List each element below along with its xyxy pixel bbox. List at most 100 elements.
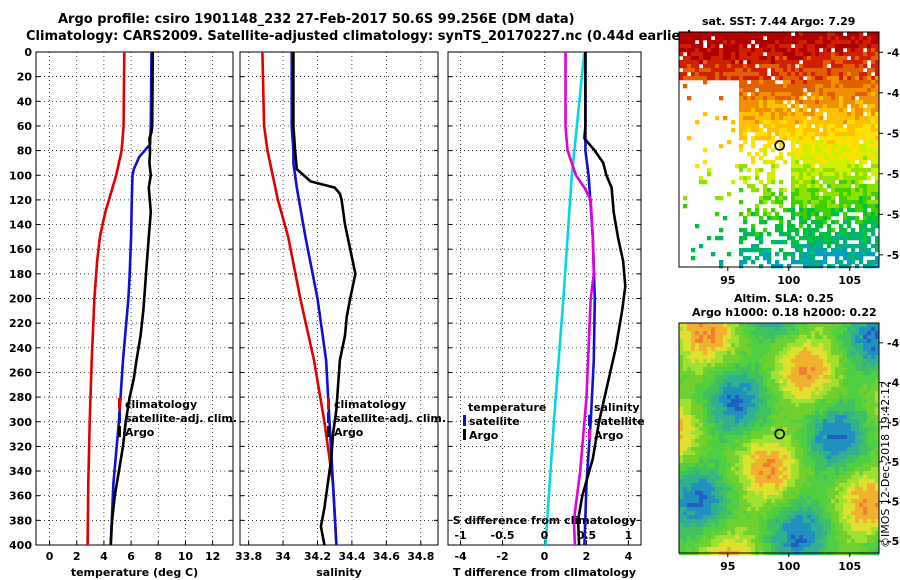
depth-tick-label: 120 (9, 194, 32, 207)
sla-map-cell (835, 479, 840, 484)
sst-map-cell (687, 68, 692, 73)
sla-map-cell (763, 439, 768, 444)
sst-map-cell (867, 32, 872, 37)
sla-map-cell (815, 479, 820, 484)
sla-map-cell (747, 479, 752, 484)
sla-map-cell (839, 435, 844, 440)
sst-map-cell (795, 60, 800, 65)
sla-map-cell (687, 431, 692, 436)
sst-map-cell (735, 32, 740, 37)
sla-map-cell (715, 495, 720, 500)
sla-map-cell (727, 467, 732, 472)
sla-map-cell (827, 403, 832, 408)
sla-map-cell (703, 427, 708, 432)
sla-map-cell (779, 387, 784, 392)
sst-map-cell (743, 232, 748, 237)
sst-map-cell (827, 36, 832, 41)
salinity-legend-swatch (327, 398, 330, 409)
sla-map-cell (803, 431, 808, 436)
sst-map-cell (851, 44, 856, 49)
sla-map-cell (767, 331, 772, 336)
sla-map-cell (815, 367, 820, 372)
sla-map-cell (711, 459, 716, 464)
sst-lon-tick-label: 100 (777, 274, 800, 287)
sst-map-cell (859, 224, 864, 229)
sst-map-cell (751, 184, 756, 189)
sla-map-cell (843, 543, 848, 548)
sla-map-cell (711, 467, 716, 472)
sla-map-cell (699, 431, 704, 436)
sst-map-cell (803, 204, 808, 209)
sst-map-cell (715, 44, 720, 49)
sst-map-cell (823, 136, 828, 141)
sla-map-cell (867, 471, 872, 476)
sla-map-cell (731, 491, 736, 496)
sst-map-cell (835, 220, 840, 225)
sla-map-cell (783, 359, 788, 364)
sla-map-cell (739, 343, 744, 348)
sla-map-cell (715, 375, 720, 380)
sla-map-cell (695, 479, 700, 484)
sla-map-cell (831, 343, 836, 348)
sla-map-cell (791, 447, 796, 452)
sla-map-cell (791, 395, 796, 400)
sla-map-cell (839, 379, 844, 384)
sla-map-cell (791, 459, 796, 464)
sst-map-cell (871, 116, 876, 121)
sla-map-cell (835, 535, 840, 540)
sst-map-cell (727, 48, 732, 53)
sla-map-cell (723, 487, 728, 492)
sla-map-cell (815, 403, 820, 408)
sla-map-cell (683, 547, 688, 552)
sla-map-cell (711, 367, 716, 372)
sst-map-cell (867, 104, 872, 109)
sla-map-cell (723, 399, 728, 404)
temperature-xtick-label: 4 (100, 550, 108, 563)
sst-map-cell (775, 56, 780, 61)
sla-map-cell (855, 367, 860, 372)
sst-map-cell (719, 96, 724, 101)
sla-map-cell (875, 451, 880, 456)
sla-map-cell (803, 415, 808, 420)
sst-map-cell (799, 68, 804, 73)
sla-map-cell (839, 335, 844, 340)
sla-map-cell (775, 443, 780, 448)
sst-map-cell (751, 140, 756, 145)
sst-map-cell (875, 120, 880, 125)
sla-map-cell (719, 463, 724, 468)
sla-map-cell (843, 331, 848, 336)
sla-map-cell (859, 343, 864, 348)
sla-map-cell (799, 327, 804, 332)
sla-map-cell (763, 471, 768, 476)
sla-map-cell (771, 351, 776, 356)
sst-map-cell (835, 64, 840, 69)
sst-map-cell (839, 228, 844, 233)
sst-map-cell (831, 212, 836, 217)
sla-map-cell (743, 339, 748, 344)
sla-map-cell (807, 503, 812, 508)
sla-map-cell (767, 427, 772, 432)
sst-map-cell (759, 148, 764, 153)
sla-map-cell (679, 395, 684, 400)
sla-map-cell (735, 459, 740, 464)
sla-map-cell (747, 331, 752, 336)
sst-map-cell (839, 144, 844, 149)
sla-map-cell (691, 419, 696, 424)
sst-map-cell (863, 56, 868, 61)
sla-map-cell (699, 399, 704, 404)
sst-map-cell (859, 72, 864, 77)
sla-map-cell (807, 435, 812, 440)
sla-map-cell (807, 411, 812, 416)
sla-map-cell (827, 419, 832, 424)
sla-map-cell (827, 515, 832, 520)
sst-map-cell (867, 136, 872, 141)
sla-map-cell (767, 439, 772, 444)
sla-map-cell (835, 391, 840, 396)
sla-map-cell (723, 347, 728, 352)
sla-map-cell (699, 435, 704, 440)
sst-map-cell (867, 108, 872, 113)
sst-map-cell (775, 40, 780, 45)
sla-map-cell (799, 519, 804, 524)
sst-map-cell (767, 140, 772, 145)
sla-map-cell (735, 491, 740, 496)
